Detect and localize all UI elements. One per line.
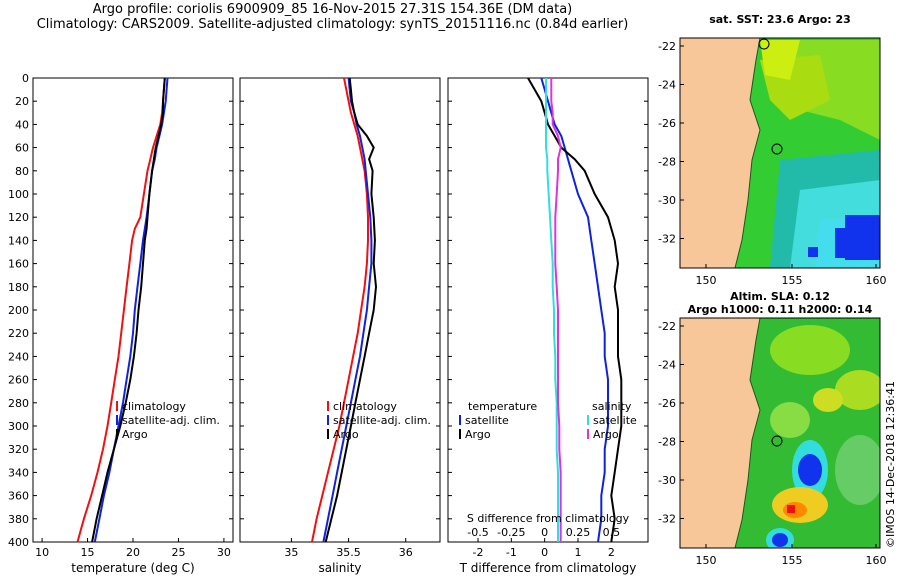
sdiff-tick-label: -0.25	[497, 526, 525, 539]
temp-legend-satellite-label: satellite-adj. clim.	[122, 414, 220, 427]
sdiff-tick-label: 0	[541, 526, 548, 539]
figure-title-line2: Climatology: CARS2009. Satellite-adjuste…	[36, 17, 629, 32]
series-satellite-adj-clim-	[322, 77, 373, 543]
tdiff-legend-title: temperature	[468, 400, 537, 413]
x-tick-label: -2	[473, 546, 484, 559]
tdiff-legend-argo-label: Argo	[465, 428, 491, 441]
y-tick-label: 280	[8, 397, 29, 410]
x-tick-label: 15	[81, 546, 95, 559]
x-tick-label: 35.5	[336, 546, 361, 559]
sdiff-tick-label: -0.5	[467, 526, 488, 539]
salinity-xlabel: salinity	[318, 561, 361, 575]
y-tick-label: 300	[8, 420, 29, 433]
sdiff-tick-label: 0.5	[603, 526, 621, 539]
y-tick-label: 240	[8, 350, 29, 363]
x-tick-label: 0	[541, 546, 548, 559]
tdiff-xlabel: T difference from climatology	[459, 561, 637, 575]
salinity-frame	[239, 77, 441, 543]
sst-map-lat-label: -32	[658, 233, 676, 246]
y-tick-label: 40	[15, 118, 29, 131]
sla-map-lon-label: 160	[866, 554, 887, 567]
sla-map-subtitle: Argo h1000: 0.11 h2000: 0.14	[687, 303, 873, 316]
figure-title-line1: Argo profile: coriolis 6900909_85 16-Nov…	[92, 2, 573, 17]
x-tick-label: 1	[575, 546, 582, 559]
sdiff-legend-argo-label: Argo	[593, 428, 619, 441]
sal-legend-climatology-label: climatology	[333, 400, 397, 413]
series-climatology	[76, 77, 166, 543]
y-tick-label: 320	[8, 443, 29, 456]
y-tick-label: 360	[8, 490, 29, 503]
sst-map-lat-label: -30	[658, 194, 676, 207]
series-salinity-argo	[550, 78, 562, 542]
tdiff-legend-satellite-label: satellite	[465, 414, 509, 427]
sst-map-lat-label: -26	[658, 117, 676, 130]
sla-map-lat-label: -22	[658, 320, 676, 333]
series-temperature-satellite	[540, 77, 609, 543]
y-tick-label: 160	[8, 258, 29, 271]
sst-map-lon-label: 150	[696, 274, 717, 287]
y-tick-label: 260	[8, 374, 29, 387]
y-tick-label: 200	[8, 304, 29, 317]
y-tick-label: 0	[22, 72, 29, 85]
sdiff-legend-title: salinity	[592, 400, 632, 413]
sdiff-tick-label: 0.25	[566, 526, 591, 539]
x-tick-label: 35	[284, 546, 298, 559]
temp-legend-climatology-label: climatology	[122, 400, 186, 413]
sst-map	[680, 38, 880, 268]
temp-legend-argo-label: Argo	[122, 428, 148, 441]
temperature-frame	[32, 77, 234, 543]
sal-legend-argo-label: Argo	[333, 428, 359, 441]
sst-map-lat-label: -28	[658, 156, 676, 169]
sal-legend-satellite-label: satellite-adj. clim.	[333, 414, 431, 427]
sla-map-lat-label: -28	[658, 436, 676, 449]
y-tick-label: 20	[15, 95, 29, 108]
sdiff-legend-satellite-label: satellite	[593, 414, 637, 427]
y-tick-label: 220	[8, 327, 29, 340]
series-salinity-satellite	[545, 78, 559, 542]
series-argo	[91, 77, 166, 543]
y-tick-label: 100	[8, 188, 29, 201]
y-tick-label: 140	[8, 234, 29, 247]
sla-map-title: Altim. SLA: 0.12	[730, 290, 830, 303]
temperature-xlabel: temperature (deg C)	[71, 561, 194, 575]
y-tick-label: 400	[8, 536, 29, 549]
sdiff-xlabel: S difference from climatology	[467, 512, 630, 525]
x-tick-label: 20	[126, 546, 140, 559]
sst-map-lon-label: 155	[782, 274, 803, 287]
x-tick-label: 10	[35, 546, 49, 559]
y-tick-label: 120	[8, 211, 29, 224]
x-tick-label: 36	[399, 546, 413, 559]
sst-map-lat-label: -22	[658, 40, 676, 53]
sla-map-lon-label: 150	[696, 554, 717, 567]
sla-map-lon-label: 155	[782, 554, 803, 567]
sst-map-lat-label: -24	[658, 79, 676, 92]
series-argo	[324, 77, 378, 543]
sla-map-lat-label: -32	[658, 513, 676, 526]
sla-map-lat-label: -26	[658, 397, 676, 410]
series-climatology	[311, 77, 369, 543]
series-temperature-argo	[527, 77, 623, 543]
sla-map	[680, 318, 880, 548]
y-tick-label: 60	[15, 142, 29, 155]
x-tick-label: -1	[506, 546, 517, 559]
sla-map-lat-label: -24	[658, 359, 676, 372]
x-tick-label: 30	[217, 546, 231, 559]
sla-map-lat-label: -30	[658, 474, 676, 487]
x-tick-label: 25	[171, 546, 185, 559]
y-tick-label: 380	[8, 513, 29, 526]
y-tick-label: 180	[8, 281, 29, 294]
sst-map-lon-label: 160	[866, 274, 887, 287]
sst-map-title: sat. SST: 23.6 Argo: 23	[709, 13, 851, 26]
x-tick-label: 2	[608, 546, 615, 559]
y-tick-label: 340	[8, 466, 29, 479]
y-tick-label: 80	[15, 165, 29, 178]
